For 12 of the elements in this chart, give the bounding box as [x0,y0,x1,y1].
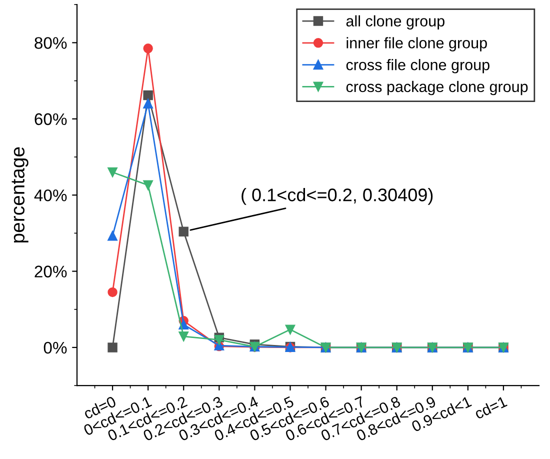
y-tick-label: 0% [44,342,67,354]
x-tick-label: cd=1 [474,396,508,420]
y-axis-title: percentage [12,147,28,242]
legend-label: inner file clone group [346,37,487,52]
y-tick-label: 20% [34,266,67,278]
annotation: ( 0.1<cd<=0.2, 0.30409) [242,188,433,205]
legend-label: all clone group [346,15,444,30]
y-tick-label: 80% [34,37,67,49]
legend-label: cross package clone group [346,80,528,96]
y-tick-label: 40% [34,189,67,202]
legend-label: cross file clone group [346,59,490,74]
y-tick-label: 60% [34,113,67,126]
